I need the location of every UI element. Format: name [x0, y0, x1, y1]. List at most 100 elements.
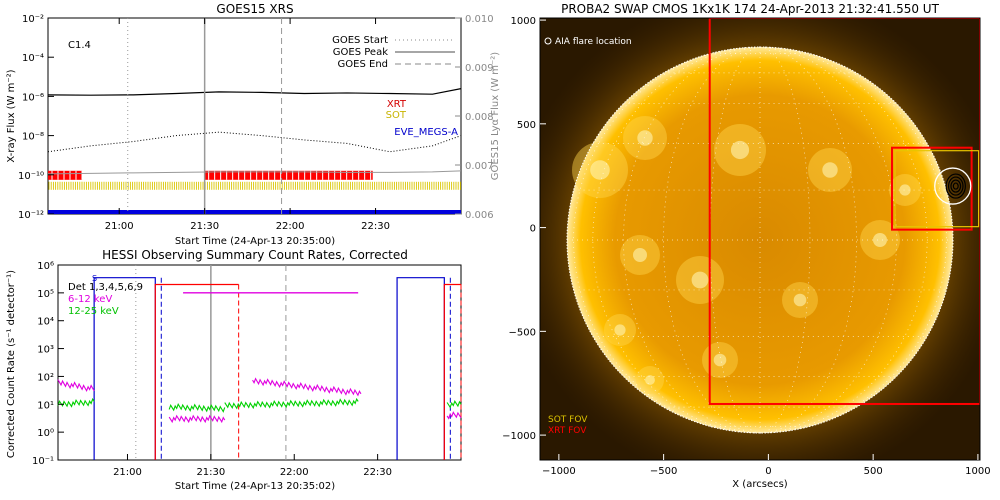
swap-xtick-label: −500 [650, 466, 677, 477]
goes-xtick-label: 21:00 [105, 221, 134, 232]
longitude-line [759, 46, 857, 434]
goes-event-lines [127, 18, 283, 214]
goes-ytick-label: 10⁻⁸ [22, 132, 44, 143]
xrt-fov-small-box [891, 146, 973, 231]
goes-ytick-label: 10⁻¹² [18, 210, 44, 221]
swap-image [540, 18, 980, 460]
hessi-plot-frame [57, 264, 462, 461]
hessi-title: HESSI Observing Summary Count Rates, Cor… [102, 248, 408, 262]
active-region-core [899, 184, 911, 196]
goes-xtick-label: 22:30 [361, 221, 390, 232]
xrt-fov-label: XRT FOV [548, 426, 587, 436]
flare-contour [947, 176, 964, 196]
active-region-core [713, 353, 727, 367]
hessi-ytick-label: 10² [37, 372, 54, 383]
swap-frame [539, 17, 981, 461]
swap-ytick-label: −500 [509, 327, 536, 338]
active-region-core [645, 375, 655, 385]
active-region-core [633, 248, 647, 262]
swap-xtick-label: 0 [765, 466, 771, 477]
hessi-ytick-label: 10⁴ [37, 317, 54, 328]
instrument-label-eve: EVE_MEGS-A [394, 127, 458, 138]
hessi-ticks: 21:00 21:30 22:00 22:30 10⁶ 10⁵ 10⁴ 10³ 10² 10¹ 10… [32, 261, 392, 478]
goes-ticks: 21:00 21:30 22:00 22:30 10⁻² 10⁻⁴ 10⁻⁶ 10⁻⁸ 10⁻¹… [18, 14, 494, 232]
hessi-ytick-label: 10³ [37, 345, 54, 356]
sot-fov-box [894, 150, 980, 228]
legend-goes-end: GOES End [338, 59, 388, 70]
goes-xlabel: Start Time (24-Apr-13 20:35:00) [175, 236, 335, 247]
goes-class-label: C1.4 [68, 40, 91, 51]
heliographic-grid [567, 46, 953, 434]
goes-xtick-label: 21:30 [190, 221, 219, 232]
goes-xtick-label: 22:00 [276, 221, 305, 232]
flare-marker-legend-icon [544, 37, 552, 45]
hessi-series-1-segment [57, 397, 95, 408]
limb-circle [566, 46, 954, 434]
goes-ytick-right-label: 0.010 [465, 14, 494, 25]
hessi-det-label: Det 1,3,4,5,6,9 [68, 282, 143, 293]
xrt-observing-bar [48, 170, 83, 180]
longitude-line [759, 46, 947, 434]
swap-annotation: AIA flare location [555, 37, 632, 47]
xrt-fov-box [708, 18, 980, 405]
legend-12-25kev: 12-25 keV [68, 306, 119, 317]
hessi-ytick-label: 10⁰ [37, 428, 54, 439]
hessi-series-1-segment [446, 400, 462, 409]
hessi-xtick-label: 22:00 [280, 467, 309, 478]
longitude-line [573, 46, 761, 434]
swap-ytick-label: 1000 [511, 16, 536, 27]
active-region-core [590, 160, 610, 180]
active-region-core [730, 140, 750, 160]
hessi-ytick-label: 10⁻¹ [32, 456, 54, 467]
goes-ytick-right-label: 0.008 [465, 112, 494, 123]
goes-ytick-label: 10⁻¹⁰ [18, 171, 44, 182]
goes-ylabel: X-ray Flux (W m⁻²) [6, 69, 17, 162]
goes-ytick-label: 10⁻² [22, 14, 44, 25]
attenuator-blue-step [396, 277, 445, 460]
goes-ytick-right-label: 0.006 [465, 210, 494, 221]
hessi-ytick-label: 10⁵ [37, 289, 54, 300]
hessi-series-0-segment [57, 379, 95, 393]
goes-ytick-label: 10⁻⁴ [22, 53, 44, 64]
longitude-line [663, 46, 761, 434]
goes-ytick-right-label: 0.007 [465, 161, 494, 172]
hessi-series-1-segment [224, 397, 359, 410]
goes-long-channel-line [47, 88, 462, 96]
eve-observing-bar [48, 210, 461, 214]
hessi-series-1-segment [168, 402, 226, 413]
goes-ytick-right-label: 0.009 [465, 63, 494, 74]
swap-xtick-label: −1000 [542, 466, 576, 477]
xrt-observing-bar [204, 170, 373, 180]
hessi-xtick-label: 22:30 [363, 467, 392, 478]
hessi-xlabel: Start Time (24-Apr-13 20:35:02) [175, 481, 335, 492]
goes-observing-bars [48, 170, 461, 214]
longitude-line [623, 46, 761, 434]
active-region-core [822, 162, 838, 178]
flare-contour [950, 179, 962, 193]
swap-xtick-label: 1000 [965, 466, 990, 477]
hessi-series-0-segment [252, 377, 362, 397]
swap-ytick-label: 500 [517, 120, 536, 131]
swap-title: PROBA2 SWAP CMOS 1Kx1K 174 24-Apr-2013 2… [561, 2, 939, 16]
swap-ytick-label: −1000 [502, 431, 536, 442]
goes-title: GOES15 XRS [216, 2, 293, 16]
attenuator-red-step [443, 283, 461, 460]
legend-6-12kev: 6-12 keV [68, 294, 112, 305]
instrument-label-xrt: XRT [387, 99, 407, 110]
swap-ytick-label: 0 [530, 224, 536, 235]
hessi-xtick-label: 21:30 [196, 467, 225, 478]
flare-location-circle [934, 167, 972, 205]
hessi-curves [57, 265, 462, 460]
flare-contour [952, 182, 959, 190]
swap-xtick-label: 500 [864, 466, 883, 477]
hessi-ytick-label: 10¹ [37, 400, 54, 411]
active-region-core [691, 271, 709, 289]
goes-ylabel-right: GOES15 Lyα Flux (W m⁻²) [490, 52, 501, 180]
active-region-core [637, 130, 653, 146]
flare-contour [945, 173, 966, 199]
active-region-core [873, 233, 887, 247]
hessi-s-label: S [92, 274, 97, 283]
hessi-series-0-segment [446, 411, 462, 420]
